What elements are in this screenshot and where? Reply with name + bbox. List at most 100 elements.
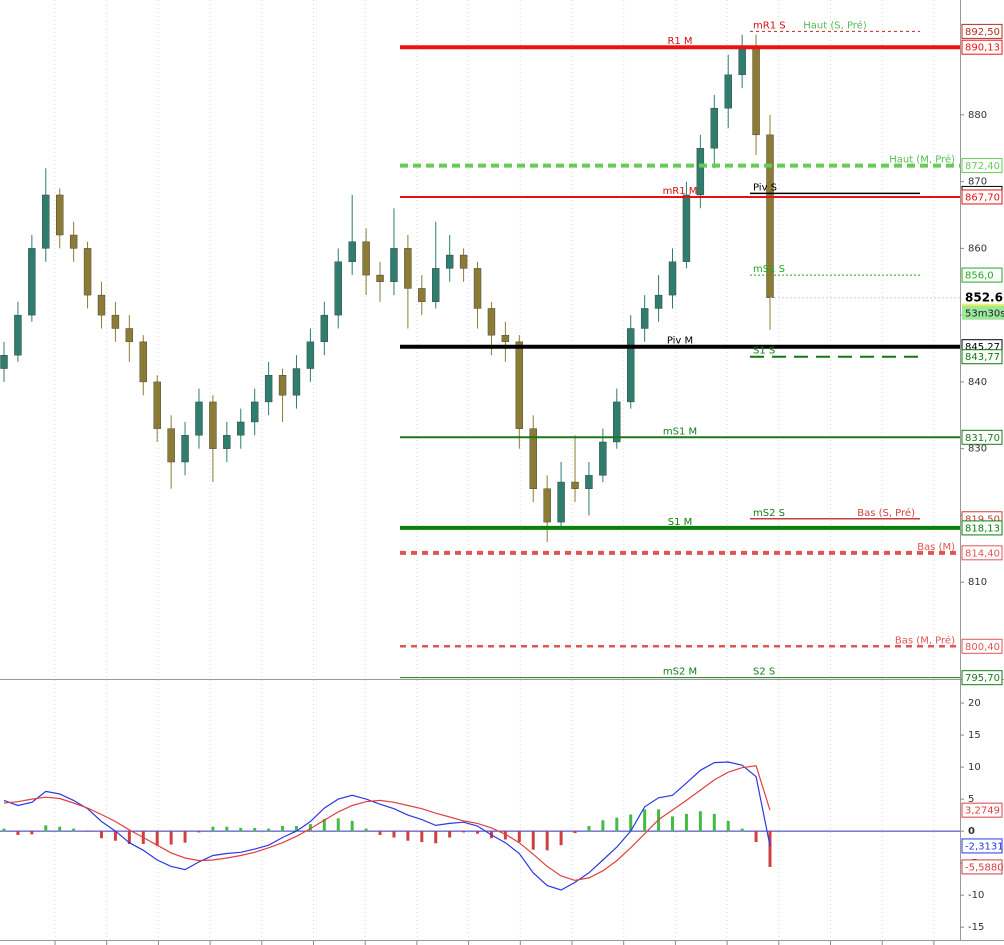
price-box [961, 267, 1003, 283]
candle-body [292, 368, 301, 396]
price-box-label: 800,40 [965, 642, 1000, 653]
level-label: Piv S [753, 182, 777, 193]
candle-body [613, 401, 621, 443]
histogram-bar [155, 831, 159, 846]
candle-body [278, 375, 287, 396]
y-tick-label: 830 [968, 444, 987, 455]
histogram-bar [601, 820, 605, 832]
candle-body [473, 268, 482, 309]
histogram-bar [462, 831, 466, 833]
candle-body [195, 401, 203, 436]
macd-line [3, 765, 771, 882]
level-label: Bas (M) [917, 542, 955, 553]
histogram-bar [2, 828, 6, 832]
candle-body [501, 334, 510, 343]
level-label: Haut (M, Pré) [889, 154, 955, 166]
candle-body [348, 241, 356, 262]
histogram-bar [643, 809, 647, 832]
histogram-bar [406, 831, 410, 841]
y-tick-label: 20 [968, 698, 981, 709]
candle-body [459, 254, 468, 269]
candle-body [529, 428, 537, 489]
candle-body [418, 288, 426, 302]
price-box-label: 867,70 [965, 192, 1000, 203]
histogram-bar [531, 831, 535, 850]
price-box-label: 819,50 [965, 514, 1000, 525]
y-tick-label: 810 [968, 577, 987, 588]
histogram-bar [503, 831, 507, 840]
histogram-bar [183, 831, 187, 843]
histogram-bar [44, 825, 48, 832]
histogram-bar [16, 831, 20, 835]
last-price-strip [962, 302, 1004, 307]
histogram-bar [740, 828, 744, 832]
y-tick-label: 15 [968, 730, 981, 741]
histogram-bar [72, 828, 76, 832]
y-tick-label: 840 [968, 377, 987, 388]
histogram-bar [392, 831, 396, 838]
level-label: Bas (S, Pré) [857, 507, 915, 519]
histogram-bar [615, 817, 619, 832]
level-label: mS2 M [663, 667, 697, 678]
level-label: Bas (M, Pré) [895, 634, 955, 646]
price-box-label: 872,40 [965, 161, 1000, 172]
candle-body [153, 381, 161, 429]
macd-line [3, 761, 771, 891]
histogram-bar [267, 828, 271, 832]
histogram-bar [420, 831, 424, 843]
y-tick-label: 860 [968, 243, 987, 254]
price-box-label: 843,77 [965, 352, 1000, 363]
candle-body [710, 107, 718, 149]
candle-body [223, 435, 231, 449]
candle-body [390, 248, 398, 282]
candle-body [28, 248, 36, 316]
candle-body [250, 401, 259, 423]
candle-body [334, 261, 342, 316]
level-label: S2 S [753, 667, 775, 678]
histogram-bar [58, 826, 62, 832]
histogram-bar [281, 826, 285, 832]
histogram-bar [698, 811, 702, 832]
price-box [961, 802, 1003, 818]
candle-body [557, 481, 565, 523]
candle-body [97, 294, 106, 316]
level-label: mR1 M [663, 186, 698, 197]
candle-body [237, 421, 245, 436]
candle-body [83, 248, 92, 296]
candle-body [640, 308, 649, 329]
histogram-bar [559, 831, 563, 846]
price-box-label: 818,13 [965, 523, 1000, 534]
candle-body [668, 261, 677, 296]
y-tick-label: 10 [968, 762, 981, 773]
histogram-bar [434, 831, 438, 844]
histogram-bar [239, 827, 243, 832]
candle-body [320, 314, 329, 343]
candle-body [0, 354, 8, 369]
histogram-bar [629, 814, 633, 832]
candle-body [209, 401, 217, 449]
candle-body [724, 74, 732, 109]
price-box [961, 189, 1003, 205]
level-label: R1 M [667, 36, 692, 47]
price-box [961, 838, 1003, 854]
histogram-bar [476, 831, 480, 834]
price-box-label: 795,70 [965, 673, 1000, 684]
level-label: mR1 S [753, 20, 786, 31]
candle-body [585, 475, 593, 489]
candle-body [654, 294, 663, 309]
price-box-label: 814,40 [965, 548, 1000, 559]
candle-body [111, 314, 120, 329]
candle-body [167, 428, 175, 463]
histogram-bar [448, 831, 452, 838]
histogram-bar [169, 831, 173, 845]
candle-body [181, 435, 189, 463]
price-box [961, 39, 1003, 55]
histogram-bar [225, 826, 229, 832]
last-price-label: 852.6 [965, 290, 1003, 304]
histogram-bar [378, 831, 382, 835]
candle-body [376, 274, 384, 282]
y-tick-label: 880 [968, 110, 987, 121]
candle-body [445, 254, 454, 269]
histogram-bar [294, 826, 298, 832]
